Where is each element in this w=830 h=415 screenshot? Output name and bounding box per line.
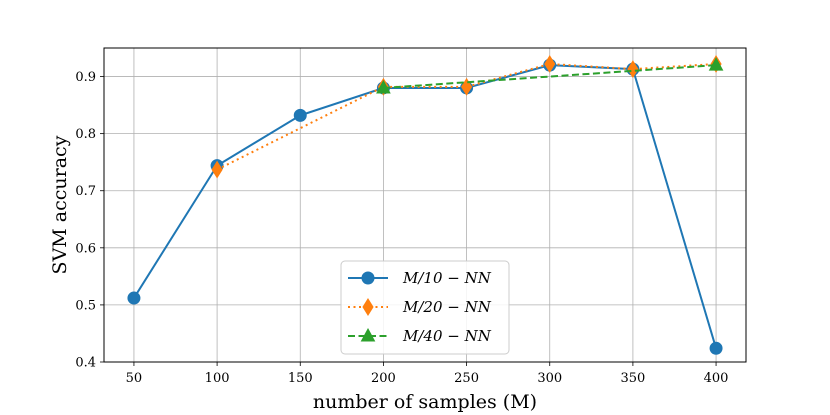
y-tick-label: 0.6 — [75, 241, 96, 256]
marker-point — [627, 60, 639, 79]
marker-legend — [362, 298, 374, 316]
y-tick-label: 0.9 — [75, 70, 96, 85]
legend-entry: M/10 − NN — [348, 269, 492, 287]
grid-layer — [104, 48, 746, 363]
legend-label: M/10 − NN — [402, 269, 492, 287]
y-axis-label: SVM accuracy — [49, 135, 71, 274]
x-tick-label: 400 — [704, 371, 729, 386]
legend-label: M/20 − NN — [402, 298, 492, 316]
marker-point — [708, 57, 724, 71]
marker-point — [127, 291, 141, 305]
x-tick-label: 250 — [454, 371, 479, 386]
legend-box — [340, 260, 510, 355]
series-m-40-nn — [376, 57, 724, 94]
marker-point — [376, 79, 391, 94]
marker-legend — [361, 271, 375, 285]
x-tick-label: 200 — [371, 371, 396, 386]
x-axis-label: number of samples (M) — [313, 391, 537, 413]
plot-frame — [103, 47, 747, 363]
series-layer — [127, 55, 724, 355]
legend-label: M/40 − NN — [402, 327, 492, 345]
ticks-layer: 50 100 150 200 250 300 350 400 0.4 0.5 0.6 0.7 0.8 0.… — [75, 70, 728, 386]
marker-legend — [360, 327, 376, 342]
marker-point — [293, 108, 307, 122]
y-tick-label: 0.5 — [75, 298, 96, 313]
legend-entry: M/20 − NN — [348, 298, 492, 316]
series-line — [383, 64, 717, 89]
x-tick-label: 50 — [126, 371, 143, 386]
marker-point — [211, 160, 223, 179]
x-tick-label: 350 — [620, 371, 645, 386]
legend: M/10 − NN M/20 − NN M/40 − NN — [340, 260, 510, 355]
y-tick-label: 0.7 — [75, 184, 96, 199]
y-tick-label: 0.8 — [75, 127, 96, 142]
marker-point — [544, 55, 556, 73]
series-line — [216, 62, 717, 171]
y-tick-label: 0.4 — [75, 356, 96, 371]
x-tick-label: 150 — [288, 371, 313, 386]
x-tick-label: 300 — [537, 371, 562, 386]
x-tick-label: 100 — [205, 371, 230, 386]
marker-point — [709, 341, 723, 355]
legend-entry: M/40 − NN — [348, 327, 492, 345]
